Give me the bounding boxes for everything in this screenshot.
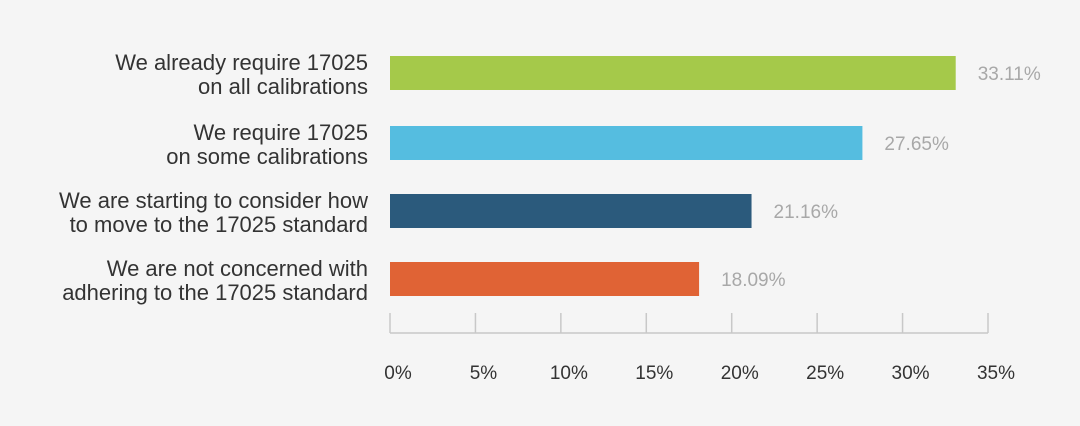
x-tick-label: 35% (977, 363, 1015, 384)
x-tick-label: 5% (470, 363, 498, 384)
value-label-3: 21.16% (774, 202, 839, 223)
category-label-line: We are starting to consider how (59, 188, 368, 213)
category-label-line: We require 17025 (194, 120, 369, 145)
category-label-line: on some calibrations (166, 144, 368, 169)
category-label-2: We require 17025 on some calibrations (166, 120, 368, 169)
category-label-line: adhering to the 17025 standard (62, 280, 368, 305)
category-label-4: We are not concerned with adhering to the… (62, 256, 368, 305)
x-tick-label: 15% (635, 363, 673, 384)
bar-4 (390, 262, 700, 296)
value-label-4: 18.09% (721, 270, 786, 291)
x-tick-label: 10% (550, 363, 588, 384)
x-tick-label: 30% (892, 363, 930, 384)
bar-3 (390, 194, 752, 228)
category-label-3: We are starting to consider how to move t… (59, 188, 368, 237)
category-label-line: on all calibrations (198, 74, 368, 99)
x-tick-label: 20% (721, 363, 759, 384)
category-label-line: to move to the 17025 standard (70, 212, 368, 237)
x-tick-label: 0% (384, 363, 412, 384)
bar-1 (390, 56, 956, 90)
x-tick-label: 25% (806, 363, 844, 384)
value-label-2: 27.65% (884, 134, 949, 155)
bars-layer: We already require 17025 on all calibrati… (59, 50, 1041, 305)
value-label-1: 33.11% (978, 64, 1041, 85)
category-label-1: We already require 17025 on all calibrati… (115, 50, 368, 99)
category-label-line: We are not concerned with (107, 256, 368, 281)
category-label-line: We already require 17025 (115, 50, 368, 75)
x-axis: 0% 5% 10% 15% 20% 25% 30% 35% (384, 313, 1015, 384)
bar-2 (390, 126, 863, 160)
